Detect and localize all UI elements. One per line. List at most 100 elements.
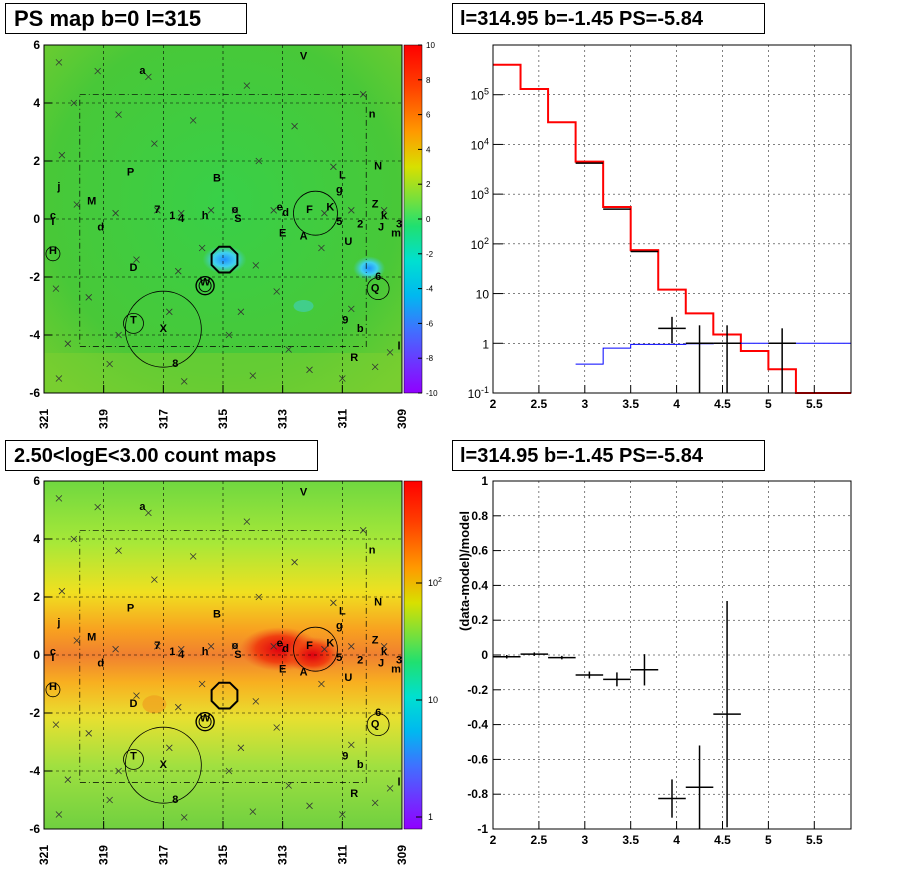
x-tick-label: 311 [335, 845, 349, 865]
y-tick-label: 1 [481, 474, 488, 488]
y-tick-label: -2 [29, 270, 40, 284]
colorbar-label: 102 [428, 577, 442, 588]
colorbar-label: -2 [426, 250, 434, 259]
source-cross [273, 724, 280, 731]
source-label: g [336, 620, 343, 632]
source-cross [207, 643, 215, 650]
source-cross [58, 151, 66, 159]
y-tick-label: 0 [33, 648, 40, 662]
residual-title: l=314.95 b=-1.45 PS=-5.84 [452, 440, 765, 471]
x-tick-label: 4.5 [714, 397, 731, 411]
source-label: c [50, 210, 56, 222]
source-label: 5 [336, 652, 342, 664]
source-cross [70, 535, 78, 543]
source-cross [339, 811, 346, 818]
source-cross [55, 495, 63, 502]
source-label: c [50, 646, 56, 658]
extended-source-circle [293, 190, 338, 236]
y-tick-label: -0.8 [467, 787, 488, 801]
source-label: 1 [169, 646, 175, 658]
y-tick-label: 6 [33, 38, 40, 52]
source-circle [123, 312, 144, 334]
extended-source-circle [293, 626, 338, 672]
y-tick-label: 2 [33, 154, 40, 168]
source-label: m [391, 227, 401, 239]
source-label: d [97, 222, 104, 234]
colorbar-label: 0 [426, 215, 431, 224]
x-tick-label: 315 [216, 845, 230, 865]
source-cross [225, 767, 233, 775]
source-label: k [381, 210, 388, 222]
source-cross [348, 207, 355, 214]
source-label: B [213, 172, 221, 184]
x-tick-label: 3.5 [622, 833, 639, 847]
x-tick-label: 313 [276, 845, 290, 865]
source-cross [291, 558, 298, 566]
y-tick-label: 10 [476, 288, 490, 302]
source-cross [94, 503, 101, 511]
x-tick-label: 5 [765, 397, 772, 411]
source-label: B [213, 608, 221, 620]
source-cross [145, 73, 152, 81]
source-cross [52, 721, 60, 728]
y-tick-label: 0.6 [471, 544, 488, 558]
source-cross [285, 346, 292, 353]
source-cross [252, 698, 260, 705]
source-label: d [282, 643, 289, 655]
source-circle [366, 713, 390, 736]
roi-box [79, 93, 367, 347]
source-cross [115, 767, 122, 775]
source-cross [198, 244, 206, 252]
source-label: 5 [336, 216, 342, 228]
source-cross [225, 331, 233, 339]
colorbar-label: 10 [428, 695, 438, 705]
source-label: W [200, 713, 211, 725]
hot-spot [284, 637, 341, 673]
x-tick-label: 311 [335, 409, 349, 429]
spectrum-title: l=314.95 b=-1.45 PS=-5.84 [452, 3, 765, 34]
source-label: 9 [342, 314, 348, 326]
source-circle [45, 682, 61, 698]
source-label: D [130, 262, 138, 274]
x-tick-label: 319 [97, 845, 111, 865]
colorbar-label: 6 [426, 111, 431, 120]
source-cross [64, 776, 72, 783]
source-label: S [234, 213, 241, 225]
source-cross [243, 518, 251, 525]
colorbar-label: 8 [426, 76, 431, 85]
colorbar-label: 2 [426, 180, 431, 189]
y-tick-label: 1 [482, 337, 489, 351]
source-cross [166, 744, 173, 752]
source-label: V [300, 487, 308, 499]
x-tick-label: 309 [395, 409, 409, 429]
source-cross [112, 209, 119, 217]
residual-plot-bg [493, 481, 851, 829]
source-cross [207, 207, 215, 214]
source-label: d [282, 207, 289, 219]
y-tick-label: 6 [33, 474, 40, 488]
source-cross [189, 117, 197, 124]
spectrum-frame [492, 44, 852, 394]
source-circle [123, 749, 144, 770]
source-cross [231, 643, 239, 650]
source-cross [177, 645, 185, 653]
source-circle [198, 715, 212, 729]
map1-title: PS map b=0 l=315 [5, 3, 247, 34]
source-label: W [200, 277, 211, 289]
source-label: F [306, 204, 313, 216]
source-cross [321, 209, 328, 217]
source-label: 3 [396, 655, 402, 667]
source-cross [252, 262, 260, 269]
source-label: o [232, 640, 239, 652]
source-label: d [97, 658, 104, 670]
source-label: H [49, 245, 57, 257]
source-label: R [350, 352, 358, 364]
y-tick-label: 4 [33, 96, 40, 110]
source-cross [174, 267, 182, 275]
y-tick-label: -0.2 [467, 683, 488, 697]
source-cross [371, 363, 379, 371]
source-label: j [56, 617, 60, 629]
colorbar-label: -6 [426, 319, 434, 328]
roi-box [79, 529, 367, 783]
